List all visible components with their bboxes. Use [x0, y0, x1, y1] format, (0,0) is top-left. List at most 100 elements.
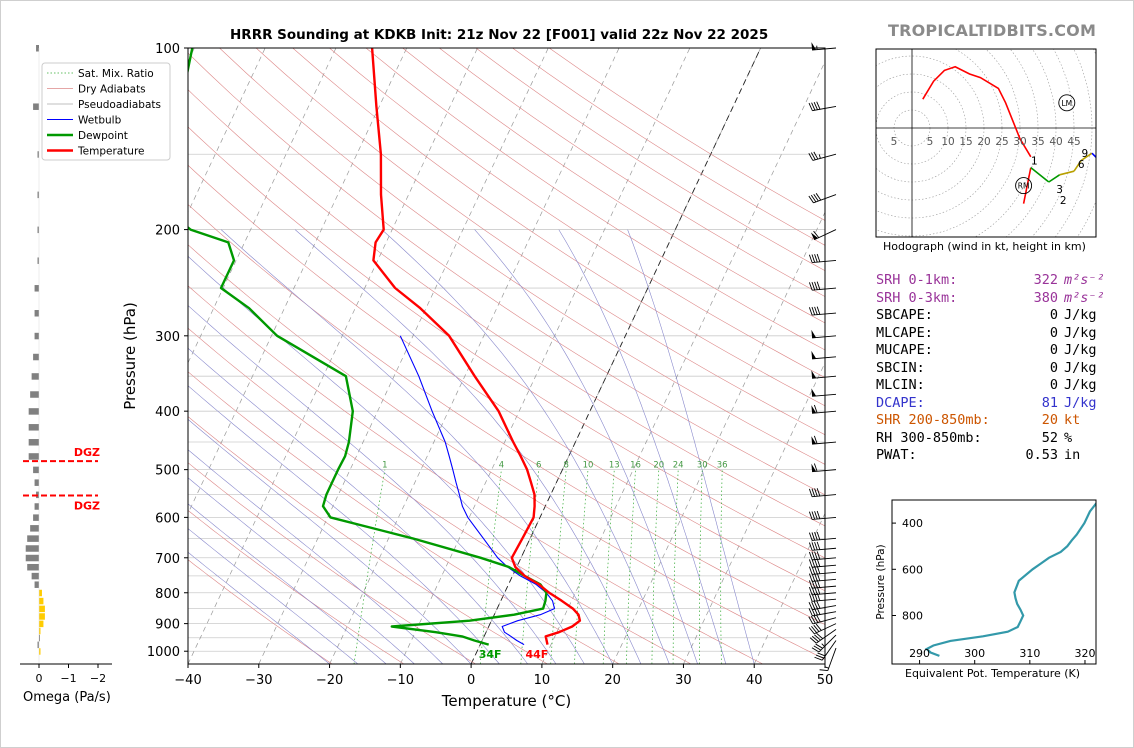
- isotherm-line: [400, 48, 691, 664]
- wind-barb-full: [808, 566, 813, 575]
- wind-barb-staff: [812, 153, 837, 161]
- omega-bar: [37, 257, 39, 264]
- wind-barb-flag: [811, 370, 817, 379]
- surface-temp-label: 44F: [525, 648, 548, 661]
- param-unit: m²s⁻²: [1064, 272, 1105, 288]
- wind-barb-staff: [814, 229, 837, 241]
- hodograph-trace-segment: [1048, 174, 1061, 183]
- legend-entry: Dewpoint: [78, 130, 128, 142]
- wind-barb-full: [813, 151, 819, 160]
- omega-bar: [28, 439, 39, 446]
- mixing-ratio-label: 4: [499, 461, 504, 471]
- mixing-ratio-label: 10: [583, 461, 594, 471]
- isotherm-line: [470, 48, 761, 664]
- hodograph-height-label: 2: [1060, 195, 1067, 207]
- isotherm-line: [541, 60, 825, 664]
- omega-bar: [28, 424, 39, 431]
- wind-barb-half: [824, 666, 829, 669]
- omega-bar: [39, 620, 44, 628]
- param-label: SBCIN:: [876, 359, 925, 376]
- wind-barb: [808, 531, 837, 541]
- wind-barb-flag: [810, 232, 818, 240]
- wind-barb-staff: [814, 623, 837, 635]
- wind-barb-full: [808, 542, 813, 551]
- param-row: SHR 200-850mb: 20 kt: [876, 412, 1116, 430]
- wind-barb-full: [814, 541, 818, 551]
- param-label: SRH 0-3km:: [876, 289, 958, 306]
- wind-barb-staff: [812, 47, 837, 51]
- theta-e-xlabel: Equivalent Pot. Temperature (K): [905, 667, 1081, 680]
- dry-adiabat: [188, 416, 548, 664]
- mixing-ratio-line: [520, 469, 540, 664]
- wind-barb-staff: [812, 592, 837, 596]
- legend-box: [41, 62, 171, 161]
- isotherm-line: [329, 48, 620, 664]
- wind-barb: [811, 388, 837, 397]
- omega-bar: [25, 554, 39, 562]
- param-label: SHR 200-850mb:: [876, 412, 990, 428]
- y-tick-label: 1000: [147, 645, 180, 660]
- x-tick-label: 10: [534, 673, 551, 688]
- omega-x-tick-label: −2: [90, 672, 106, 685]
- omega-bar: [39, 605, 45, 613]
- hodograph-marker-label: RM: [1018, 182, 1030, 191]
- param-unit: kt: [1064, 412, 1081, 428]
- pseudoadiabat: [188, 503, 387, 664]
- omega-bar: [39, 589, 42, 597]
- wind-barb-full: [811, 625, 817, 633]
- param-value: 0.53: [1025, 447, 1058, 463]
- omega-bar: [34, 503, 39, 510]
- wind-barb: [808, 488, 837, 498]
- param-row: SBCAPE: 0 J/kg: [876, 307, 1116, 325]
- wind-barb: [809, 629, 837, 644]
- wind-barb-full: [808, 551, 813, 561]
- param-value: 0: [1049, 342, 1058, 358]
- hodograph-trace-segment: [1059, 170, 1075, 176]
- wind-barb: [811, 463, 837, 473]
- omega-xlabel: Omega (Pa/s): [23, 690, 111, 705]
- wind-barb-full: [816, 632, 824, 640]
- param-label: DCAPE:: [876, 394, 925, 411]
- wind-barb: [811, 404, 837, 414]
- wind-barb: [808, 510, 837, 520]
- hodograph-height-label: 6: [1078, 159, 1085, 171]
- hodograph-ring-label: 5: [891, 136, 898, 148]
- param-unit: J/kg: [1064, 307, 1097, 323]
- wind-barb-staff: [812, 547, 837, 551]
- wind-barb: [808, 193, 837, 204]
- brand-logo-text: TROPICALTIDBITS.COM: [888, 21, 1097, 40]
- wind-barb-staff: [812, 516, 837, 520]
- wind-barb: [810, 229, 837, 241]
- wind-barb-staff: [812, 611, 837, 617]
- theta-e-x-tick-label: 320: [1074, 647, 1095, 660]
- hodograph-trace-segment: [1073, 159, 1082, 172]
- param-value: 81: [1041, 394, 1058, 411]
- wind-barb-full: [808, 586, 813, 595]
- wind-barb-full: [808, 282, 813, 291]
- wind-barb-full: [811, 566, 816, 575]
- hodograph-ring-label: 35: [1031, 136, 1044, 148]
- y-tick-label: 500: [155, 464, 180, 479]
- wind-barb-full: [814, 488, 818, 497]
- mixing-ratio-label: 1: [382, 461, 387, 471]
- x-tick-label: 50: [817, 673, 834, 688]
- pseudoadiabat: [188, 551, 330, 664]
- hodograph-ring-label: 10: [941, 136, 954, 148]
- wind-barb-full: [808, 532, 813, 541]
- wind-barb-full: [816, 306, 821, 315]
- omega-bar: [30, 391, 39, 398]
- param-row: SRH 0-1km: 322 m²s⁻²: [876, 272, 1116, 290]
- pseudoadiabat: [474, 229, 698, 664]
- isotherm-line: [188, 48, 408, 515]
- dry-adiabat: [292, 48, 825, 407]
- wind-barb-full: [816, 558, 821, 567]
- wind-barb-staff: [812, 571, 837, 575]
- mixing-ratio-label: 8: [563, 461, 568, 471]
- wind-barb: [808, 253, 837, 263]
- wind-barb-full: [808, 580, 813, 589]
- omega-bar: [25, 545, 39, 552]
- wind-barb-full: [811, 102, 816, 111]
- dry-adiabat: [188, 371, 620, 664]
- wind-barb-full: [808, 307, 813, 316]
